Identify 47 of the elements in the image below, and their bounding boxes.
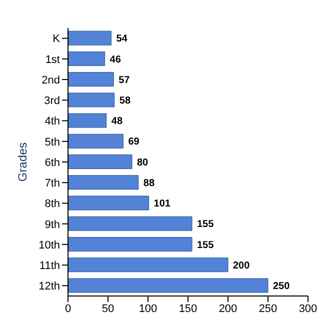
x-tick-label: 200: [218, 302, 238, 315]
y-tick-label: K: [52, 33, 61, 46]
y-tick-label: 10th: [38, 239, 60, 252]
y-tick-label: 12th: [38, 280, 60, 293]
bar: [68, 258, 228, 272]
data-label: 69: [128, 136, 140, 148]
bar: [68, 196, 150, 210]
y-tick-label: 11th: [39, 260, 60, 272]
x-tick-label: 100: [138, 302, 158, 315]
data-label: 58: [119, 95, 131, 106]
bar: [68, 72, 114, 87]
x-tick-label: 250: [258, 302, 278, 315]
y-tick-label: 9th: [44, 218, 60, 231]
x-tick-label: 300: [298, 302, 318, 315]
data-label: 200: [233, 260, 250, 272]
data-label: 88: [143, 178, 155, 189]
bar: [68, 134, 124, 148]
data-label: 80: [137, 157, 149, 168]
bar: [68, 113, 107, 128]
bar: [68, 216, 192, 231]
bar: [68, 236, 192, 252]
y-tick-label: 5th: [44, 136, 60, 148]
y-tick-label: 6th: [44, 156, 60, 169]
y-tick-label: 3rd: [44, 95, 60, 108]
x-tick-label: 50: [102, 302, 114, 315]
data-label: 57: [118, 74, 130, 86]
x-tick-label: 0: [64, 302, 72, 315]
y-axis-title: Grades: [15, 142, 30, 182]
y-tick-label: 8th: [44, 198, 60, 210]
data-label: 54: [116, 34, 128, 45]
data-label: 101: [154, 198, 171, 210]
data-label: 250: [273, 281, 290, 292]
bar: [68, 154, 132, 170]
data-label: 155: [197, 219, 214, 230]
bar: [68, 51, 106, 66]
bar: [68, 92, 115, 108]
data-label: 46: [110, 54, 122, 66]
bar: [68, 175, 139, 190]
x-tick-label: 150: [178, 302, 198, 315]
bar: [68, 278, 268, 293]
y-tick-label: 7th: [44, 178, 60, 190]
bar: [68, 30, 112, 46]
data-label: 48: [111, 116, 123, 128]
y-tick-label: 1st: [45, 54, 60, 66]
y-tick-label: 2nd: [42, 74, 60, 86]
y-tick-label: 4th: [44, 116, 60, 128]
data-label: 155: [197, 240, 214, 251]
